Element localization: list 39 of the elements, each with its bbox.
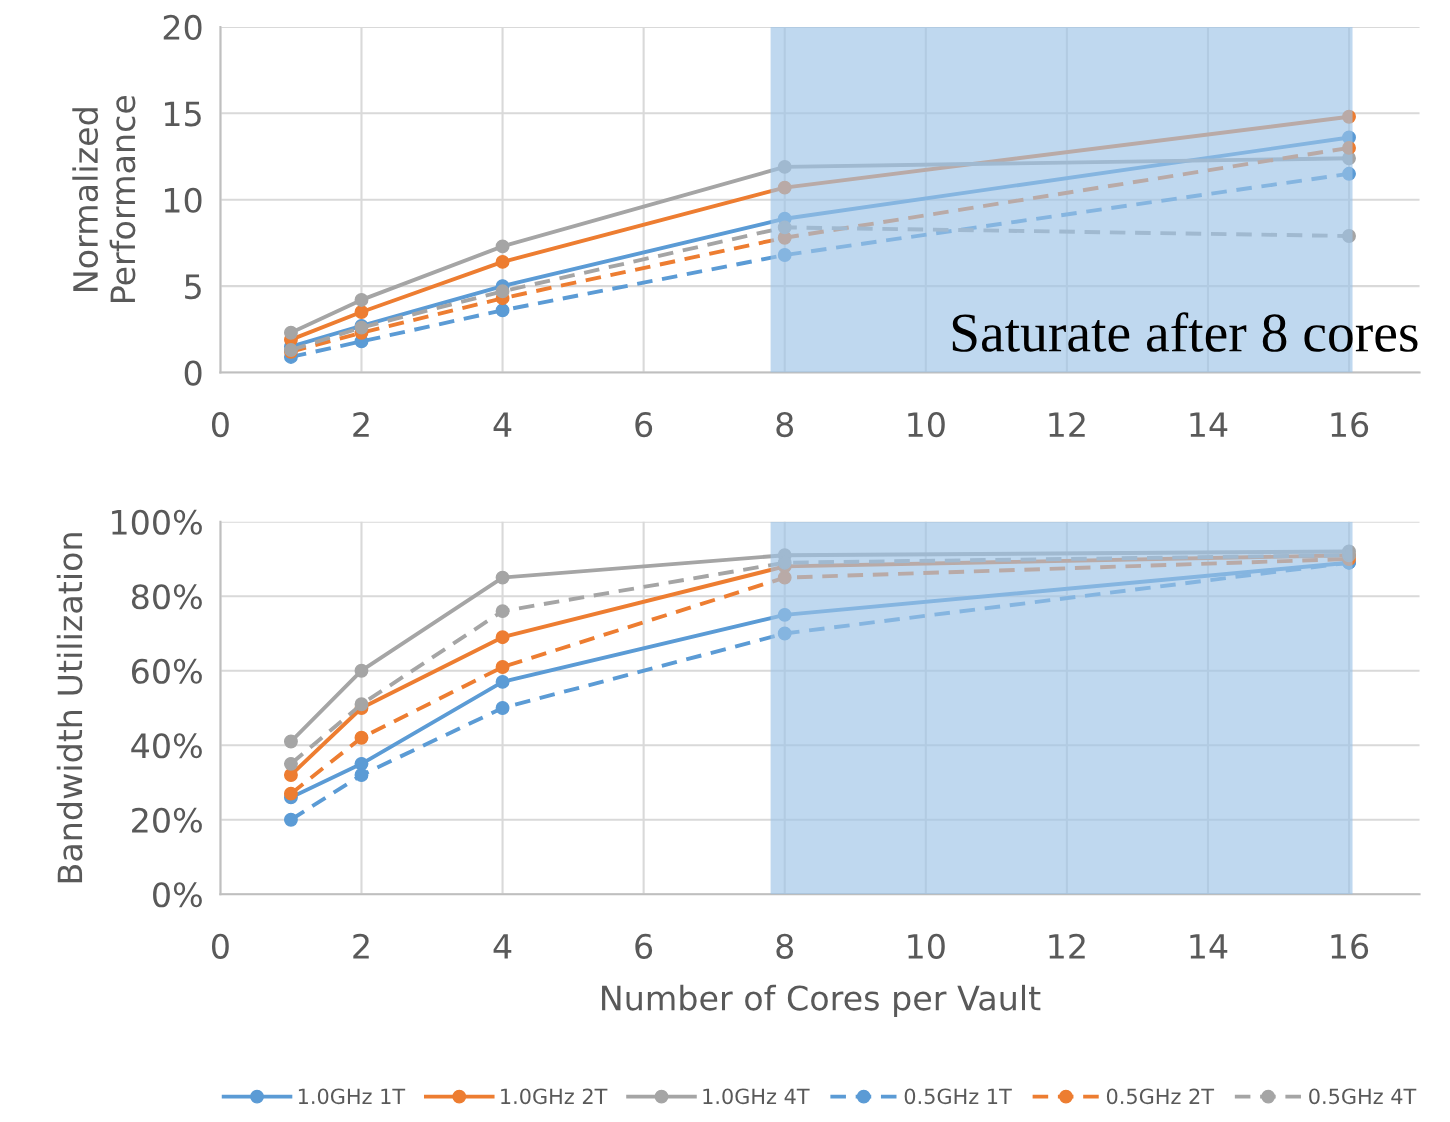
y-tick-label: 80%	[131, 584, 202, 610]
y-axis-title: Bandwidth Utilization	[56, 533, 83, 883]
y-tick-label: 15	[164, 101, 201, 127]
x-tick-label: 12	[1049, 933, 1085, 959]
legend-label: 1.0GHz 4T	[703, 1088, 810, 1105]
x-tick-label: 10	[908, 411, 945, 438]
x-tick-label: 4	[493, 412, 512, 437]
y-tick-label: 10	[164, 187, 202, 213]
x-tick-label: 16	[1331, 411, 1369, 438]
x-tick-label: 16	[1331, 933, 1369, 959]
x-tick-label: 2	[353, 411, 369, 437]
legend-label: 0.5GHz 1T	[904, 1088, 1012, 1105]
legend-label: 0.5GHz 2T	[1106, 1088, 1215, 1105]
y-tick-label: 0%	[153, 882, 202, 908]
x-tick-label: 8	[776, 933, 794, 959]
x-tick-label: 14	[1190, 934, 1228, 959]
y-axis-title: Normalized Performance	[72, 95, 136, 303]
legend-label: 1.0GHz 2T	[501, 1088, 608, 1105]
legend-label: 0.5GHz 4T	[1309, 1088, 1417, 1105]
x-axis-title: Number of Cores per Vault	[602, 984, 1041, 1018]
x-tick-label: 4	[493, 934, 512, 959]
x-tick-label: 2	[353, 933, 369, 959]
x-tick-label: 6	[635, 933, 653, 959]
x-tick-label: 0	[211, 411, 229, 438]
band-label: Saturate after 8 cores	[952, 312, 1418, 352]
y-tick-label: 60%	[131, 658, 202, 684]
x-tick-label: 0	[211, 933, 229, 959]
y-tick-label: 20	[163, 14, 202, 41]
x-tick-label: 12	[1049, 411, 1085, 437]
x-tick-label: 6	[635, 411, 653, 438]
y-tick-label: 5	[185, 274, 201, 300]
x-tick-label: 8	[776, 411, 794, 438]
y-tick-label: 100%	[112, 509, 202, 535]
y-tick-label: 0	[184, 360, 202, 386]
x-tick-label: 14	[1190, 412, 1228, 437]
y-tick-label: 20%	[132, 807, 202, 833]
legend-label: 1.0GHz 1T	[298, 1088, 406, 1105]
x-tick-label: 10	[908, 933, 945, 959]
y-tick-label: 40%	[131, 733, 202, 759]
